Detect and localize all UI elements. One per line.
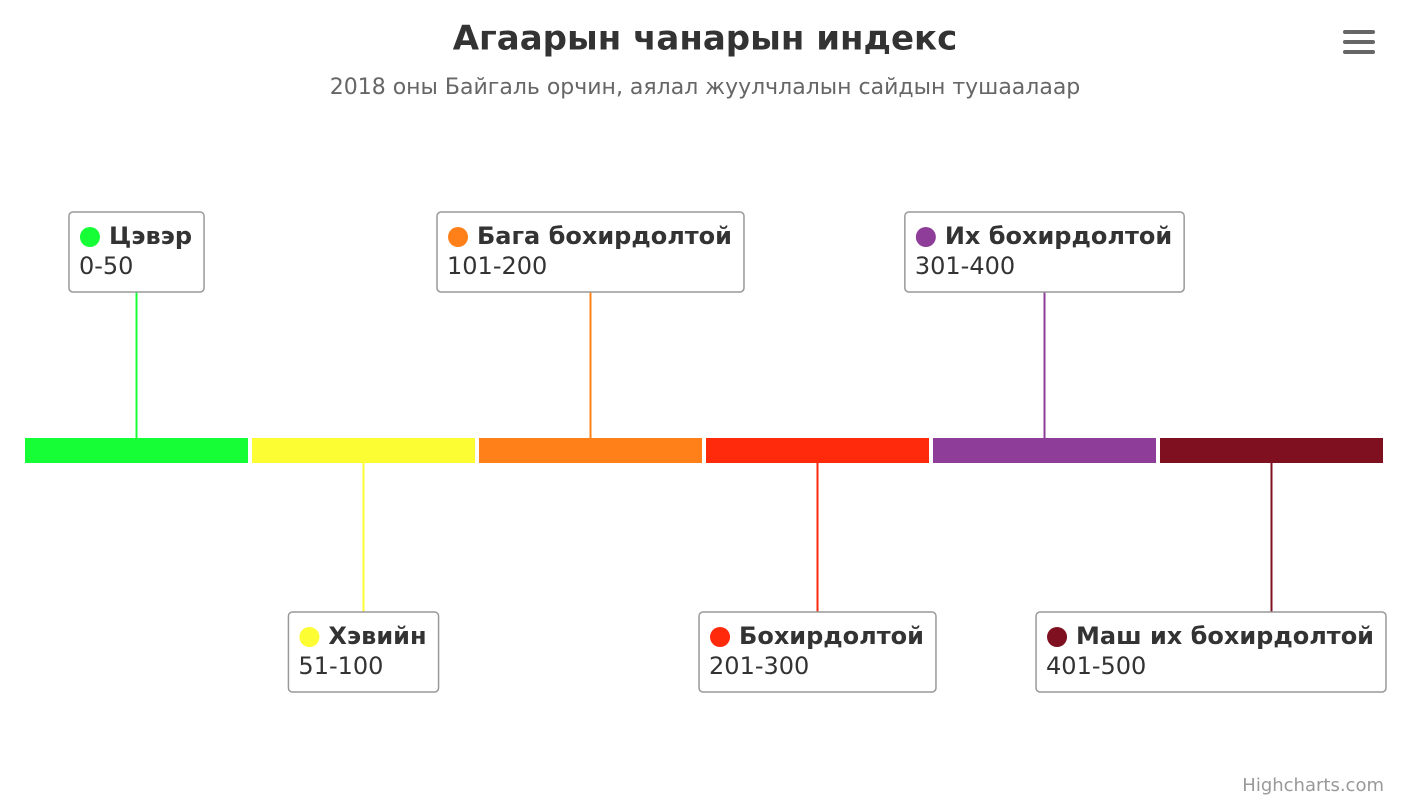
timeline-segment: [1160, 438, 1383, 463]
event-description: 401-500: [1046, 652, 1146, 680]
timeline-segment: [252, 438, 475, 463]
legend-dot: [710, 627, 731, 647]
label-box: [68, 211, 205, 293]
event-description: 0-50: [79, 252, 133, 280]
timeline-segment: [933, 438, 1156, 463]
event-name: Бохирдолтой: [739, 622, 924, 650]
legend-dot: [448, 227, 469, 247]
event-name: Маш их бохирдолтой: [1076, 622, 1374, 650]
event-name: Цэвэр: [109, 222, 192, 250]
legend-dot: [299, 627, 320, 647]
event-description: 101-200: [447, 252, 547, 280]
event-name: Хэвийн: [328, 622, 426, 650]
event-name: Их бохирдолтой: [945, 222, 1172, 250]
chart-subtitle: 2018 оны Байгаль орчин, аялал жуулчлалын…: [330, 75, 1081, 100]
label-box: [698, 611, 937, 693]
timeline-segment: [25, 438, 248, 463]
legend-dot: [915, 227, 936, 247]
event-name: Бага бохирдолтой: [477, 222, 732, 250]
menu-button[interactable]: [1343, 30, 1375, 54]
label-box: [1035, 611, 1387, 693]
label-box: [436, 211, 745, 293]
timeline-segment: [479, 438, 702, 463]
timeline-segment: [706, 438, 929, 463]
credits[interactable]: Highcharts.com: [1242, 775, 1384, 796]
legend-dot: [79, 227, 100, 247]
label-box: [287, 611, 440, 693]
event-description: 301-400: [915, 252, 1015, 280]
label-box: [904, 211, 1185, 293]
event-description: 51-100: [298, 652, 383, 680]
legend-dot: [1047, 627, 1068, 647]
event-description: 201-300: [709, 652, 809, 680]
chart-title: Агаарын чанарын индекс: [453, 19, 958, 59]
